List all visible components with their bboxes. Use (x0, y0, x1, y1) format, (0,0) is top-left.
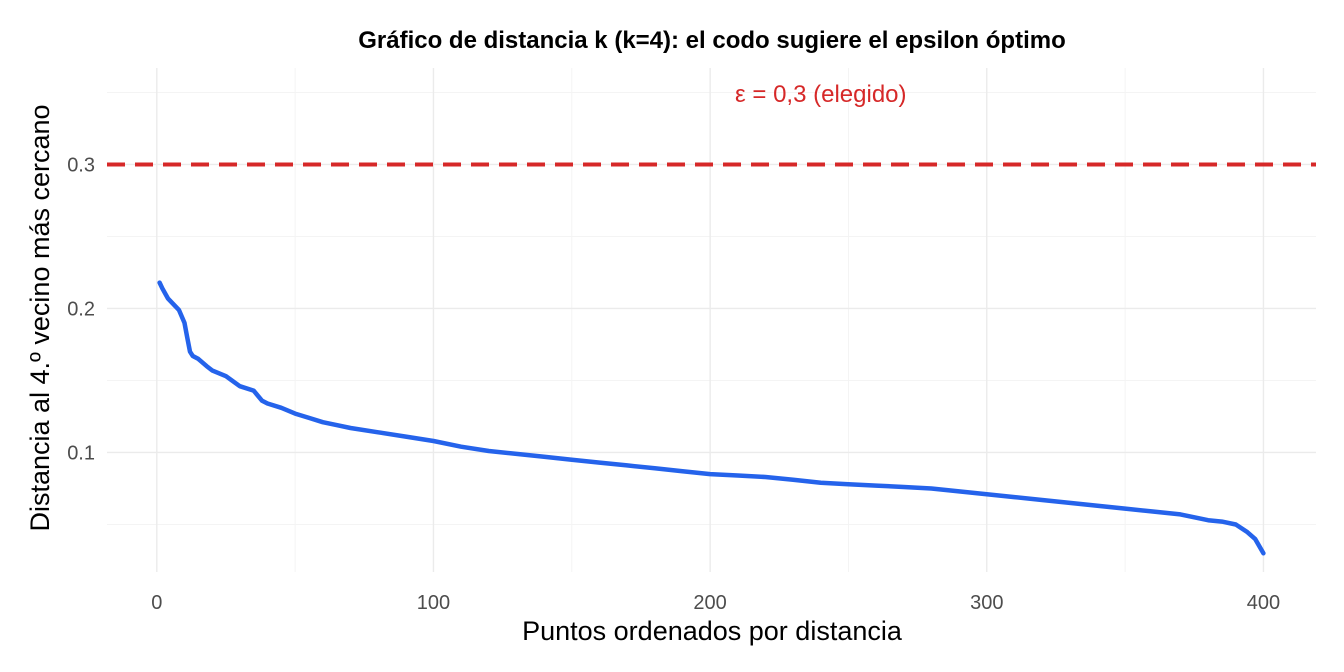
x-tick-label: 400 (1247, 592, 1280, 614)
x-tick-label: 300 (970, 592, 1003, 614)
chart-title: Gráfico de distancia k (k=4): el codo su… (358, 27, 1066, 54)
x-axis-title: Puntos ordenados por distancia (522, 616, 903, 646)
y-axis-title: Distancia al 4.º vecino más cercano (25, 104, 55, 531)
k-distance-series-line (157, 280, 1266, 556)
y-axis-ticks: 0.1 0.2 0.3 (67, 154, 95, 464)
y-tick-label: 0.1 (67, 442, 95, 464)
series-layer (157, 280, 1266, 556)
x-tick-label: 200 (693, 592, 726, 614)
y-tick-label: 0.3 (67, 154, 95, 176)
x-tick-label: 100 (417, 592, 450, 614)
x-axis-ticks: 0 100 200 300 400 (151, 592, 1280, 614)
epsilon-annotation: ε = 0,3 (elegido) (735, 81, 906, 108)
x-tick-label: 0 (151, 592, 162, 614)
y-tick-label: 0.2 (67, 298, 95, 320)
grid (107, 68, 1316, 572)
annotations: ε = 0,3 (elegido) (735, 81, 906, 108)
